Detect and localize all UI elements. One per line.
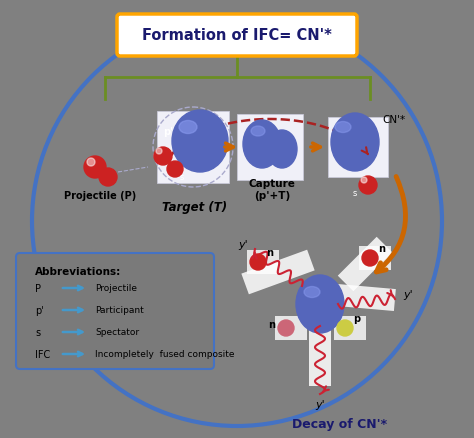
- FancyBboxPatch shape: [275, 316, 307, 340]
- Text: p: p: [354, 313, 361, 323]
- Text: y': y': [315, 399, 325, 409]
- Circle shape: [87, 159, 95, 166]
- Ellipse shape: [335, 122, 351, 133]
- FancyBboxPatch shape: [334, 316, 366, 340]
- Ellipse shape: [251, 127, 265, 137]
- Circle shape: [361, 177, 367, 184]
- Text: Decay of CN'*: Decay of CN'*: [292, 417, 388, 431]
- Circle shape: [337, 320, 353, 336]
- Ellipse shape: [331, 114, 379, 172]
- Ellipse shape: [267, 131, 297, 169]
- FancyBboxPatch shape: [328, 118, 388, 177]
- Text: P: P: [35, 283, 41, 293]
- Text: Formation of IFC= CN'*: Formation of IFC= CN'*: [142, 28, 332, 43]
- Text: n: n: [379, 244, 385, 254]
- Text: n: n: [266, 247, 273, 258]
- Text: y': y': [403, 290, 413, 299]
- Text: y': y': [238, 240, 248, 249]
- Circle shape: [278, 320, 294, 336]
- Text: Participant: Participant: [95, 306, 144, 315]
- Circle shape: [167, 162, 183, 177]
- Ellipse shape: [304, 287, 320, 298]
- Text: p': p': [163, 127, 173, 137]
- Text: IFC: IFC: [35, 349, 50, 359]
- Circle shape: [154, 148, 172, 166]
- Circle shape: [84, 157, 106, 179]
- Text: Projectile (P): Projectile (P): [64, 191, 136, 201]
- Text: Abbreviations:: Abbreviations:: [35, 266, 121, 276]
- Ellipse shape: [179, 121, 197, 134]
- Text: Projectile: Projectile: [95, 284, 137, 293]
- Text: s: s: [180, 173, 184, 182]
- Bar: [309, 316, 331, 386]
- FancyBboxPatch shape: [16, 254, 214, 369]
- Text: s: s: [353, 189, 357, 198]
- Text: Incompletely  fused composite: Incompletely fused composite: [95, 350, 235, 359]
- Circle shape: [250, 254, 266, 270]
- Bar: [338, 237, 392, 292]
- Text: Target (T): Target (T): [163, 201, 228, 214]
- Text: s: s: [35, 327, 40, 337]
- Text: Spectator: Spectator: [95, 328, 139, 337]
- FancyBboxPatch shape: [157, 112, 229, 184]
- FancyBboxPatch shape: [237, 115, 303, 180]
- FancyBboxPatch shape: [247, 251, 279, 274]
- Circle shape: [99, 169, 117, 187]
- FancyBboxPatch shape: [359, 247, 391, 270]
- Text: Capture
(p'+T): Capture (p'+T): [248, 179, 295, 200]
- Circle shape: [362, 251, 378, 266]
- Ellipse shape: [296, 276, 344, 333]
- Text: CN'*: CN'*: [382, 115, 405, 125]
- Circle shape: [359, 177, 377, 194]
- Bar: [241, 250, 315, 295]
- Text: p': p': [35, 305, 44, 315]
- Text: n: n: [268, 319, 275, 329]
- FancyArrowPatch shape: [376, 177, 406, 272]
- Ellipse shape: [172, 111, 228, 173]
- Bar: [324, 283, 396, 311]
- Circle shape: [156, 148, 162, 155]
- Ellipse shape: [243, 121, 281, 169]
- FancyBboxPatch shape: [117, 15, 357, 57]
